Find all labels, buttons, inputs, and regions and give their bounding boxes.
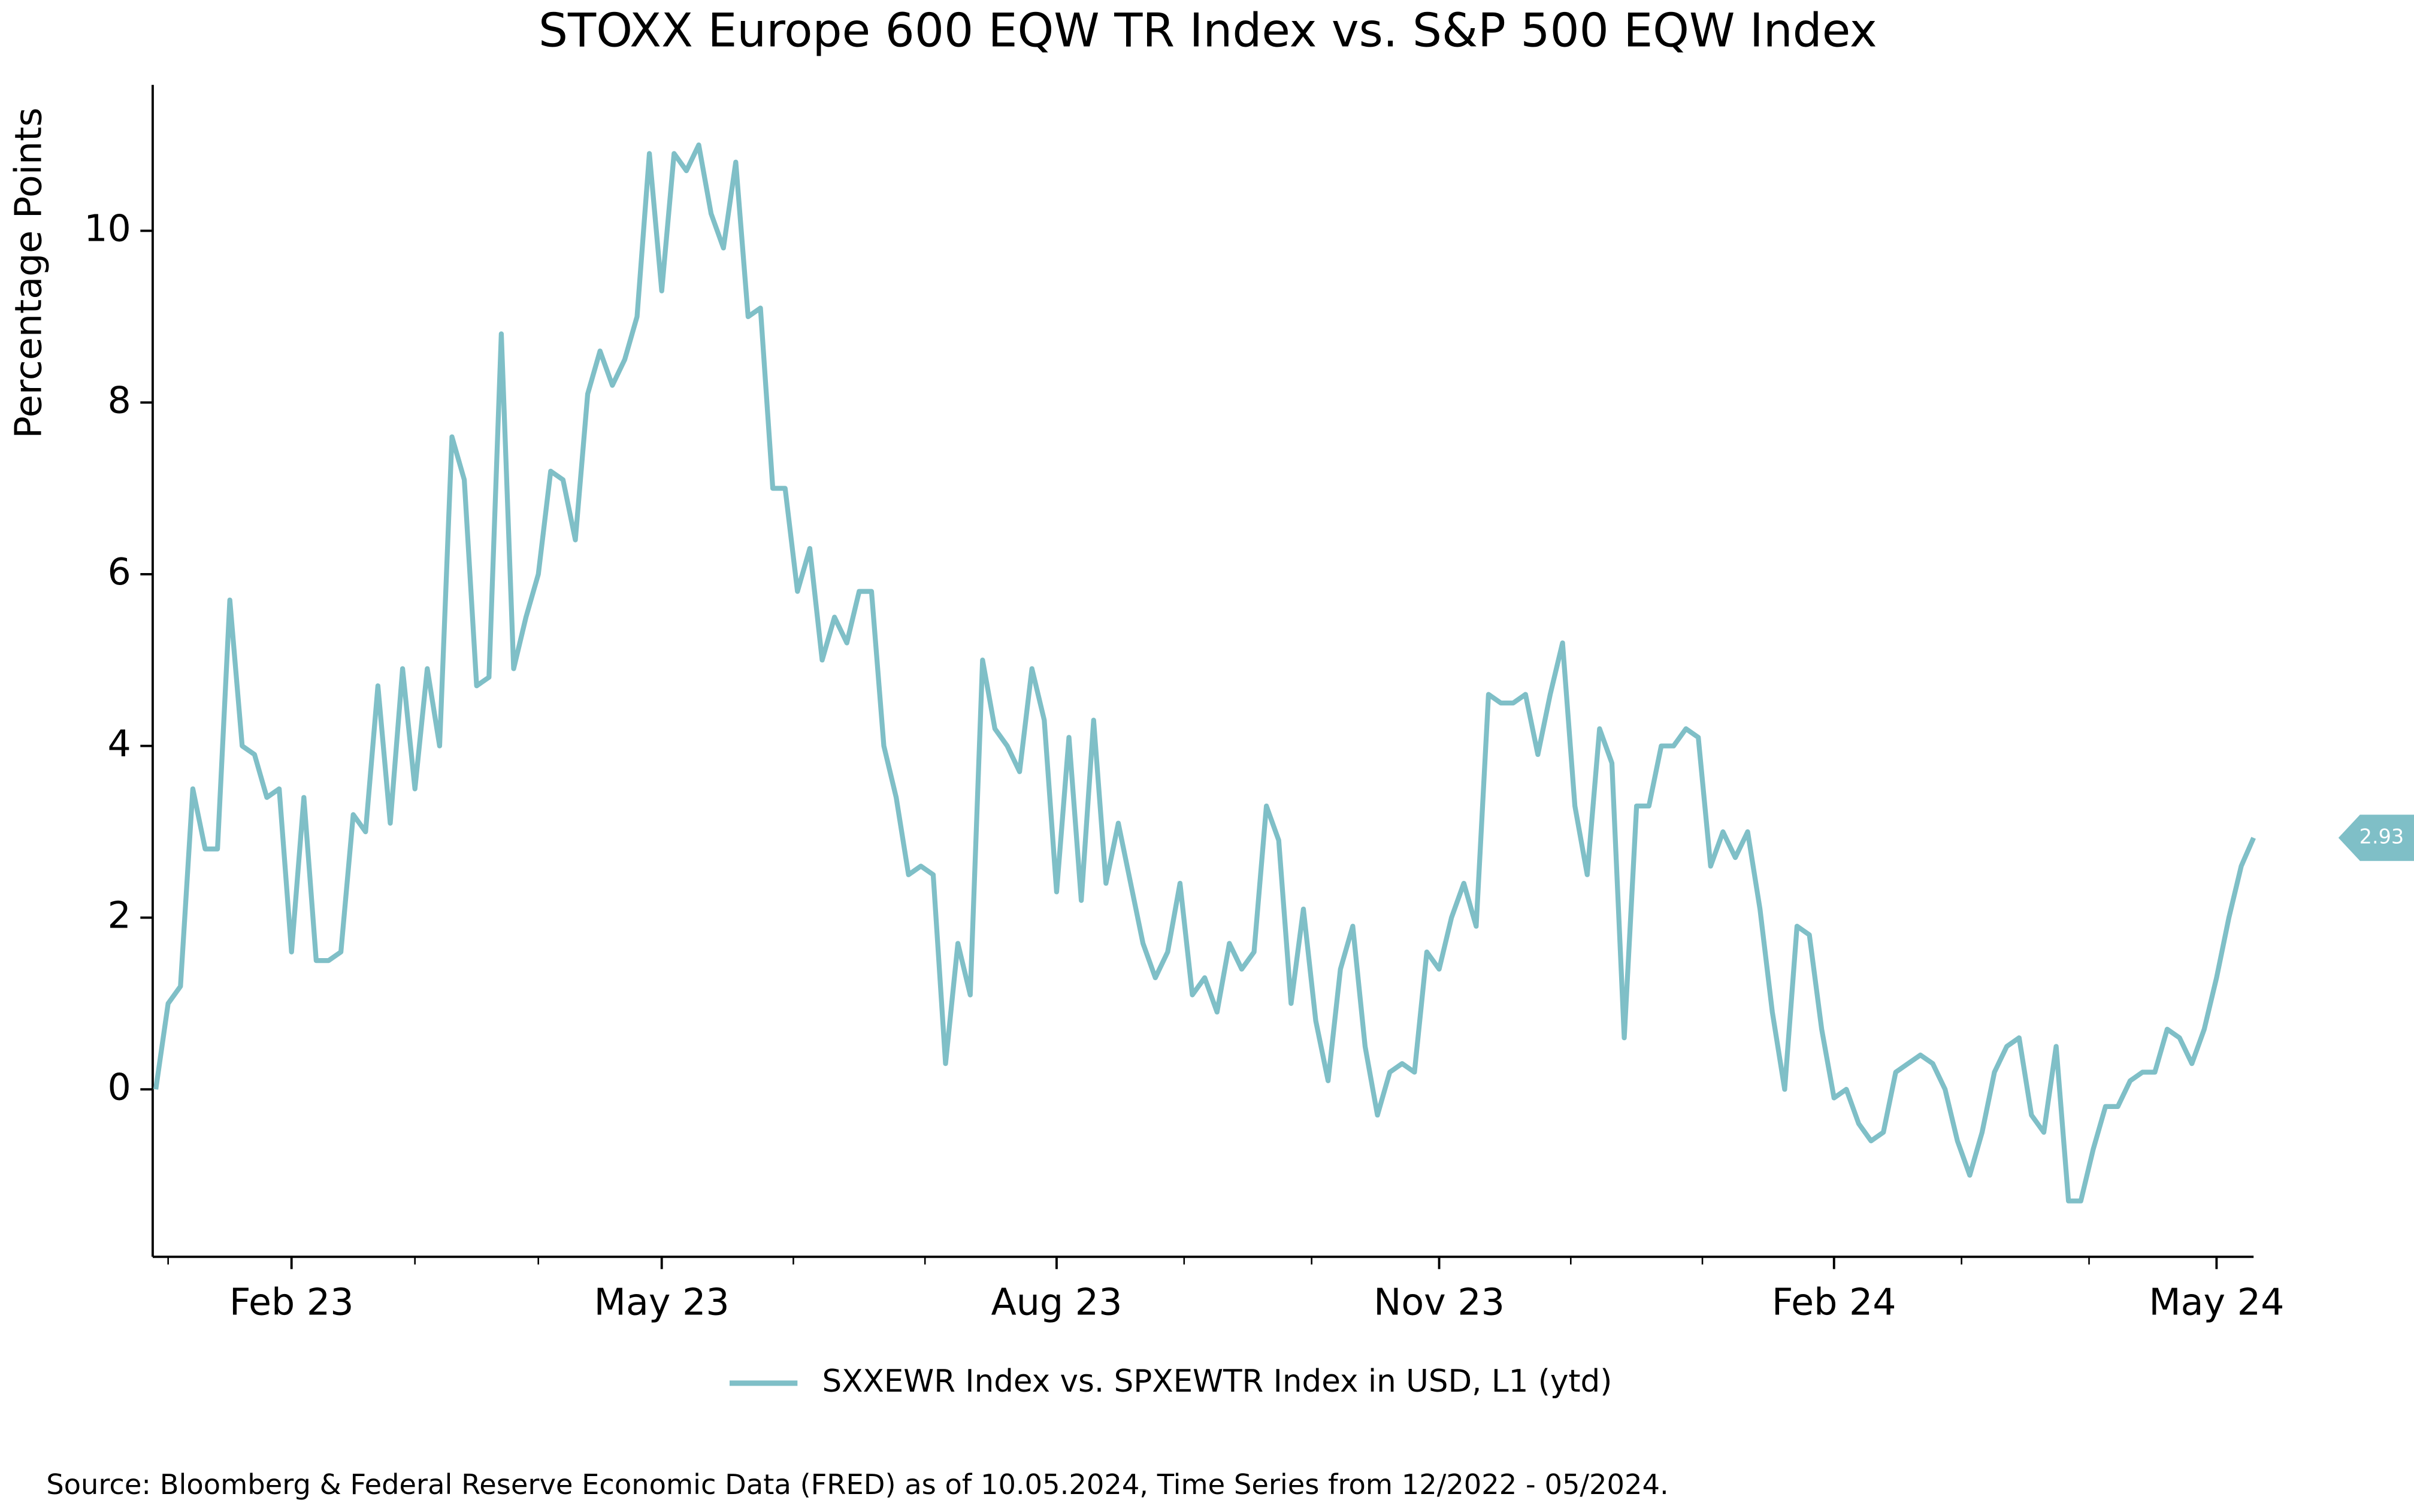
y-tick-label: 10 bbox=[84, 207, 131, 250]
y-tick-label: 0 bbox=[108, 1065, 131, 1108]
end-value-badge bbox=[2338, 814, 2414, 861]
x-tick-label: May 23 bbox=[594, 1281, 730, 1324]
chart-title: STOXX Europe 600 EQW TR Index vs. S&P 50… bbox=[539, 4, 1877, 58]
data-line bbox=[153, 142, 2256, 1204]
y-axis-label: Percentage Points bbox=[7, 107, 50, 438]
y-tick-label: 8 bbox=[108, 378, 131, 422]
y-tick-label: 6 bbox=[108, 550, 131, 593]
x-tick-label: Aug 23 bbox=[991, 1281, 1122, 1324]
x-tick-label: May 24 bbox=[2149, 1281, 2284, 1324]
y-tick-label: 4 bbox=[108, 722, 131, 765]
end-value-label: 2.93 bbox=[2359, 825, 2404, 849]
x-tick-label: Feb 24 bbox=[1772, 1281, 1896, 1324]
x-tick-label: Feb 23 bbox=[229, 1281, 354, 1324]
legend-label: SXXEWR Index vs. SPXEWTR Index in USD, L… bbox=[822, 1363, 1613, 1399]
x-tick-label: Nov 23 bbox=[1374, 1281, 1505, 1324]
y-tick-label: 2 bbox=[108, 894, 131, 937]
source-note: Source: Bloomberg & Federal Reserve Econ… bbox=[46, 1468, 1668, 1501]
